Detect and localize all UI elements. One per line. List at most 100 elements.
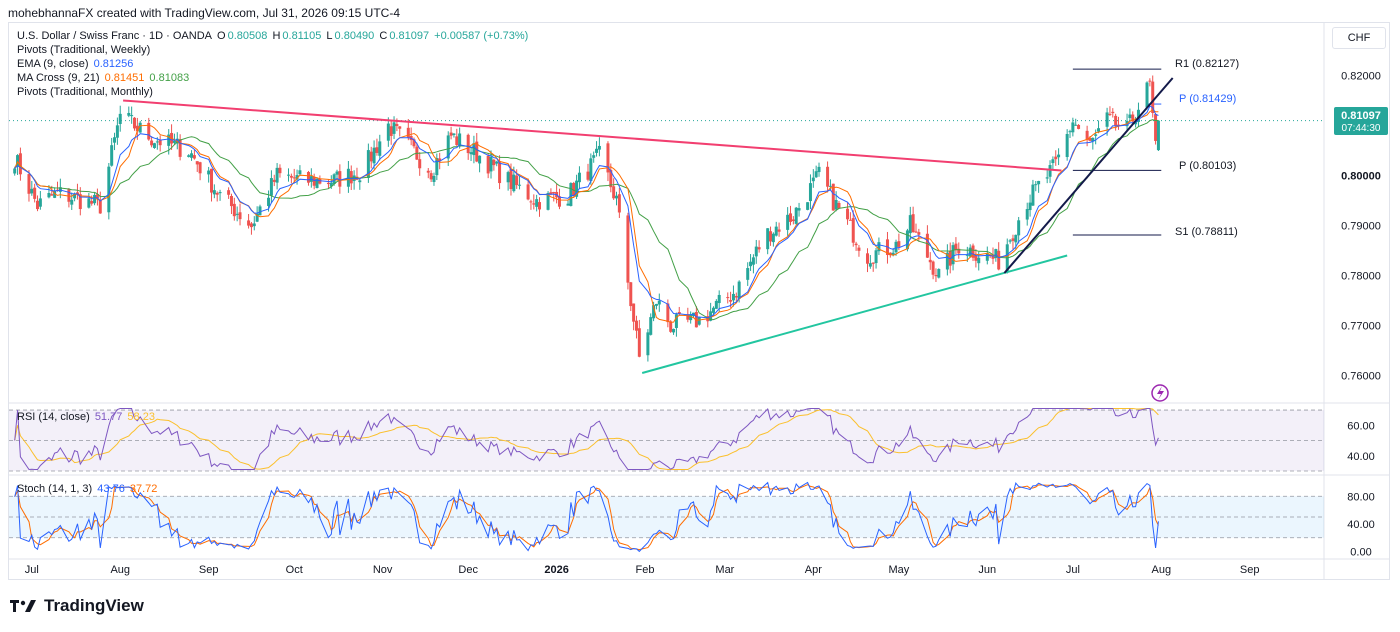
ema-value: 0.81256 xyxy=(93,58,134,70)
candle-body xyxy=(689,314,693,321)
candle-body xyxy=(811,177,815,182)
candle-body xyxy=(817,166,821,173)
candle-body xyxy=(1071,122,1075,133)
candle-body xyxy=(238,212,242,220)
stoch-legend[interactable]: Stoch (14, 1, 3) 43.76 37.72 xyxy=(17,482,159,496)
candle-body xyxy=(426,170,430,173)
candle-body xyxy=(905,230,909,250)
candle-body xyxy=(33,187,37,199)
rising-trendline xyxy=(1003,77,1174,274)
legend-ma-cross[interactable]: MA Cross (9, 21) 0.81451 0.81083 xyxy=(17,71,530,85)
low-label: L xyxy=(326,30,333,42)
candle-body xyxy=(714,300,718,309)
candle-body xyxy=(991,256,995,259)
candle-body xyxy=(788,213,792,222)
candle-body xyxy=(478,155,482,164)
legend-pivots-weekly[interactable]: Pivots (Traditional, Weekly) xyxy=(17,43,530,57)
candle-body xyxy=(857,247,861,251)
candle-body xyxy=(851,218,855,243)
candle-body xyxy=(1057,154,1061,158)
candle-body xyxy=(797,208,801,211)
legend-ema[interactable]: EMA (9, close) 0.81256 xyxy=(17,57,530,71)
candle-body xyxy=(53,190,57,198)
candle-body xyxy=(289,175,293,178)
time-tick-label: Oct xyxy=(286,564,303,576)
chart-canvas[interactable]: 0.820000.810000.800000.790000.780000.770… xyxy=(9,23,1389,579)
candle-body xyxy=(557,196,561,207)
candle-body xyxy=(1085,130,1089,140)
time-tick-label: Jul xyxy=(25,564,39,576)
ma-slow-line xyxy=(14,119,1159,321)
candle-body xyxy=(846,208,850,220)
candle-body xyxy=(1151,81,1155,114)
low-value: 0.80490 xyxy=(334,30,375,42)
price-axis[interactable]: 0.820000.810000.800000.790000.780000.770… xyxy=(1341,71,1381,559)
stoch-tick-label: 0.00 xyxy=(1350,547,1371,559)
candle-body xyxy=(315,178,319,188)
rsi-legend[interactable]: RSI (14, close) 51.77 58.23 xyxy=(17,410,157,424)
candle-body xyxy=(438,158,442,162)
rsi-ma-value: 58.23 xyxy=(127,411,155,423)
candle-body xyxy=(269,178,273,196)
candle-body xyxy=(826,166,830,187)
candle-body xyxy=(229,195,233,207)
candle-body xyxy=(73,193,77,199)
candle-body xyxy=(871,262,875,264)
candle-body xyxy=(985,253,989,261)
candle-body xyxy=(392,122,396,134)
candles xyxy=(13,75,1160,362)
ma-cross-label: MA Cross (9, 21) xyxy=(17,72,100,84)
candle-body xyxy=(794,207,798,224)
candle-body xyxy=(814,171,818,178)
candle-body xyxy=(195,161,199,165)
candle-body xyxy=(398,126,402,129)
rsi-value: 51.77 xyxy=(94,411,123,423)
candle-body xyxy=(306,172,310,183)
trendlines[interactable] xyxy=(123,77,1174,374)
support-trendline xyxy=(641,254,1068,374)
legend-pivots-monthly[interactable]: Pivots (Traditional, Monthly) xyxy=(17,85,530,99)
time-tick-label: Aug xyxy=(1151,564,1171,576)
candle-body xyxy=(332,174,336,184)
candle-body xyxy=(632,303,636,322)
candle-body xyxy=(837,202,841,209)
candle-body xyxy=(771,233,775,243)
time-axis[interactable]: Jul Aug Sep Oct Nov Dec 2026 Feb Mar Apr May Jun Jul… xyxy=(25,564,1260,576)
candle-body xyxy=(711,307,715,313)
candle-body xyxy=(606,143,610,173)
candle-body xyxy=(518,184,522,186)
candle-body xyxy=(529,201,533,203)
price-tick-label: 0.79000 xyxy=(1341,221,1381,233)
legend-symbol-row[interactable]: U.S. Dollar / Swiss Franc · 1D · OANDA O… xyxy=(17,29,530,43)
time-tick-label: Apr xyxy=(805,564,822,576)
last-price-badge xyxy=(1334,107,1388,135)
candle-body xyxy=(928,259,932,263)
candle-body xyxy=(492,159,496,166)
candle-body xyxy=(1077,124,1081,129)
candle-body xyxy=(1145,82,1149,108)
candle-body xyxy=(167,134,171,146)
lightning-icon[interactable] xyxy=(1151,384,1169,402)
candle-body xyxy=(110,145,114,166)
pivot-label-p-weekly: P (0.81429) xyxy=(1179,93,1236,105)
currency-button[interactable]: CHF xyxy=(1332,27,1386,49)
candle-body xyxy=(326,182,330,185)
candle-body xyxy=(532,203,536,205)
stoch-k-line xyxy=(14,481,1159,553)
candle-body xyxy=(968,247,972,257)
pivots-weekly-label: Pivots (Traditional, Weekly) xyxy=(17,44,151,56)
candle-body xyxy=(1068,131,1072,133)
candle-body xyxy=(335,171,339,175)
candle-body xyxy=(586,171,590,180)
candle-body xyxy=(877,242,881,252)
chart-panel[interactable]: 0.820000.810000.800000.790000.780000.770… xyxy=(8,22,1390,580)
candle-body xyxy=(375,147,379,153)
symbol-name: U.S. Dollar / Swiss Franc · 1D · OANDA xyxy=(17,30,212,42)
brand-footer[interactable]: TradingView xyxy=(10,596,144,616)
high-label: H xyxy=(272,30,281,42)
candle-body xyxy=(349,171,353,184)
candle-body xyxy=(429,173,433,180)
candle-body xyxy=(466,134,470,154)
candle-body xyxy=(295,175,299,180)
candle-body xyxy=(751,257,755,265)
